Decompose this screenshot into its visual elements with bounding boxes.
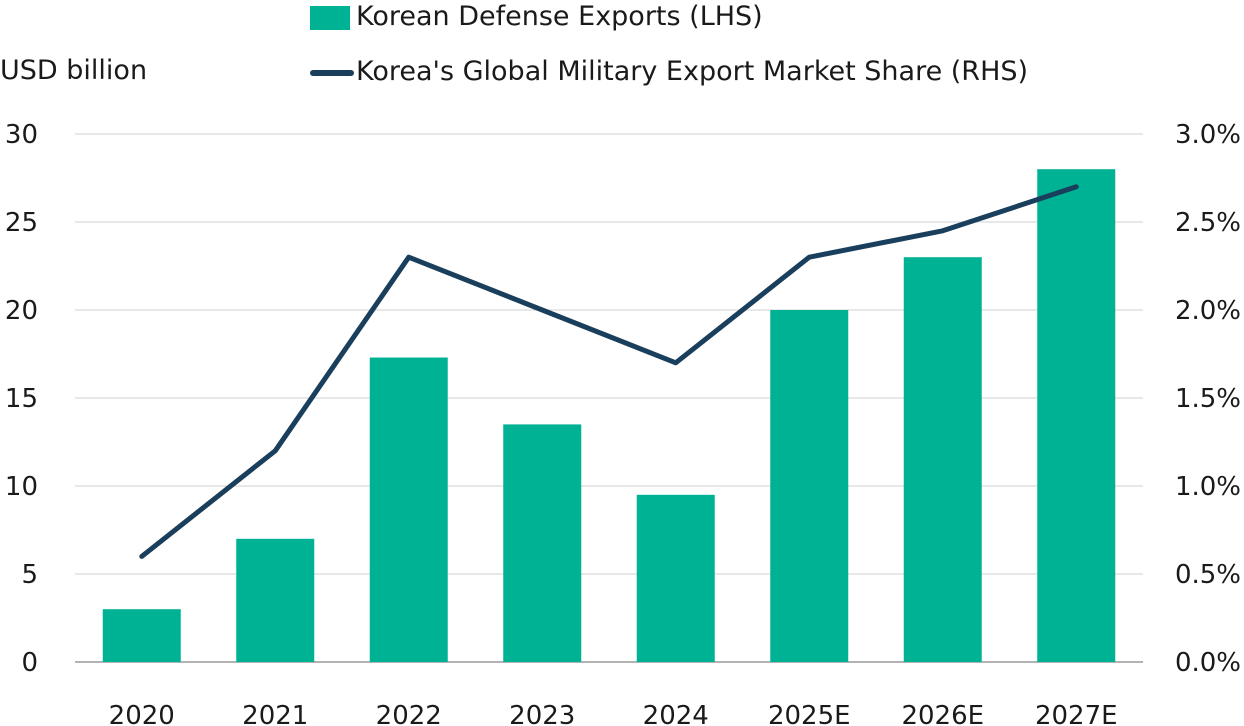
- bar-2022: [369, 357, 448, 662]
- y-right-tick-label: 3.0%: [1175, 120, 1241, 150]
- legend-swatch-line: [310, 70, 354, 76]
- y-left-tick-label: 15: [5, 384, 38, 414]
- x-tick-label: 2026E: [901, 701, 984, 726]
- y-right-tick-label: 1.5%: [1175, 384, 1241, 414]
- x-tick-label: 2022: [376, 701, 442, 726]
- bar-2020: [102, 609, 181, 662]
- y-left-tick-label: 20: [5, 296, 38, 326]
- bar-2021: [236, 538, 315, 662]
- y-right-tick-label: 2.5%: [1175, 208, 1241, 238]
- y-right-tick-label: 0.0%: [1175, 648, 1241, 678]
- legend-label-market-share: Korea's Global Military Export Market Sh…: [356, 56, 1029, 87]
- y-right-tick-label: 1.0%: [1175, 472, 1241, 502]
- y-left-tick-label: 10: [5, 472, 38, 502]
- x-tick-label: 2020: [109, 701, 175, 726]
- bar-2026E: [903, 257, 982, 662]
- legend-swatch-bar: [310, 6, 350, 30]
- market-share-line: [139, 184, 1079, 559]
- y-axis-unit-label: USD billion: [0, 55, 148, 86]
- y-left-tick-label: 5: [21, 560, 38, 590]
- x-tick-label: 2027E: [1035, 701, 1118, 726]
- y-left-tick-label: 25: [5, 208, 38, 238]
- y-left-tick-label: 0: [21, 648, 38, 678]
- x-tick-label: 2025E: [768, 701, 851, 726]
- y-right-tick-label: 0.5%: [1175, 560, 1241, 590]
- bar-2023: [503, 424, 582, 662]
- bar-2027E: [1037, 169, 1116, 662]
- x-tick-label: 2021: [242, 701, 308, 726]
- y-right-tick-label: 2.0%: [1175, 296, 1241, 326]
- bar-2025E: [770, 310, 849, 662]
- legend-label-defense-exports: Korean Defense Exports (LHS): [356, 1, 763, 32]
- y-left-tick-label: 30: [5, 120, 38, 150]
- x-tick-label: 2024: [643, 701, 709, 726]
- x-tick-label: 2023: [509, 701, 575, 726]
- bar-2024: [636, 494, 715, 662]
